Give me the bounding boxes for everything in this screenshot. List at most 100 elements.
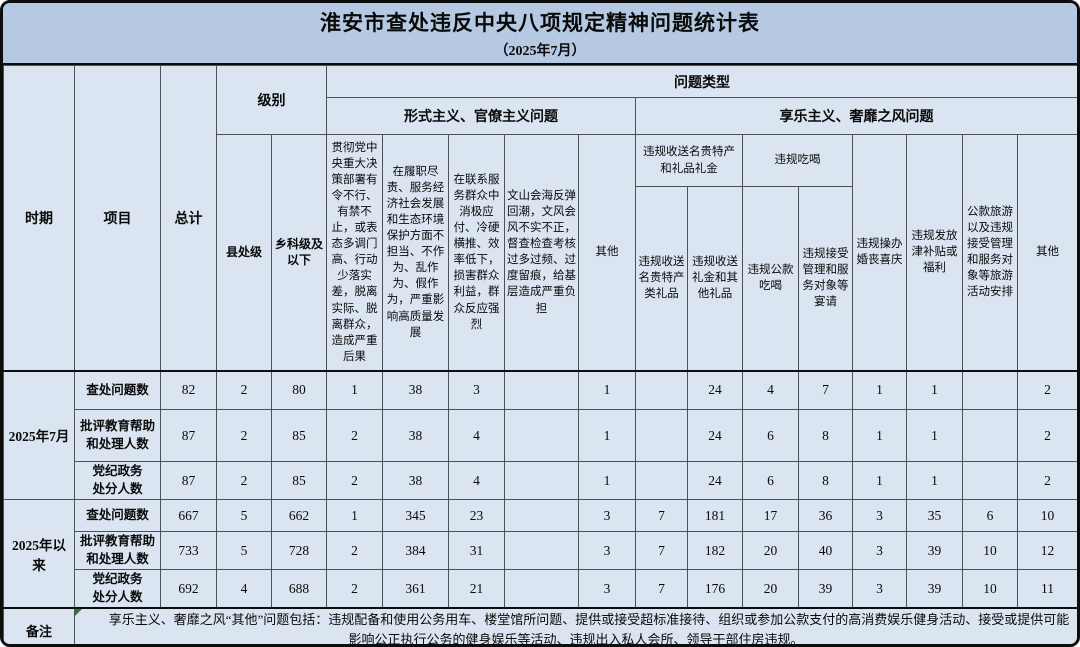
- data-cell: 3: [852, 531, 907, 570]
- data-cell: 2: [216, 409, 272, 462]
- header-formalism-col-3: 在联系服务群众中消极应付、冷硬横推、效率低下，损害群众利益，群众反应强烈: [448, 134, 505, 371]
- remark-text: 享乐主义、奢靡之风“其他”问题包括：违规配备和使用公务用车、楼堂馆所问题、提供或…: [108, 612, 1070, 647]
- data-cell: 8: [798, 409, 853, 462]
- header-level-group: 级别: [216, 65, 327, 135]
- header-hedonism-group: 享乐主义、奢靡之风问题: [634, 97, 1077, 135]
- data-cell: 667: [160, 499, 217, 532]
- period-cell: 2025年以来: [3, 499, 75, 609]
- data-cell: 85: [271, 461, 327, 500]
- data-cell: [635, 409, 688, 462]
- data-cell: 6: [742, 461, 799, 500]
- data-cell: 24: [687, 369, 743, 410]
- data-cell: 38: [382, 409, 449, 462]
- data-cell: 35: [906, 499, 963, 532]
- data-cell: [962, 409, 1018, 462]
- data-cell: 181: [687, 499, 743, 532]
- data-cell: 39: [798, 569, 853, 609]
- data-cell: 4: [216, 569, 272, 609]
- data-cell: 31: [448, 531, 505, 570]
- data-cell: 5: [216, 531, 272, 570]
- data-cell: [504, 409, 579, 462]
- data-cell: 1: [852, 409, 907, 462]
- row-label: 党纪政务 处分人数: [74, 461, 161, 500]
- data-cell: 2: [1016, 409, 1077, 462]
- header-level-township: 乡科级及以下: [271, 134, 327, 371]
- header-formalism-col-2: 在履职尽责、服务经济社会发展和生态环境保护方面不担当、不作为、乱作为、假作为，严…: [382, 134, 449, 371]
- data-cell: 1: [326, 499, 383, 532]
- data-cell: 7: [635, 569, 688, 609]
- header-weddings-funerals: 违规操办婚丧喜庆: [852, 134, 907, 371]
- data-cell: 2: [326, 531, 383, 570]
- data-cell: 87: [160, 409, 217, 462]
- cell-flag-triangle-icon: [75, 609, 82, 616]
- table-row: 批评教育帮助 和处理人数 733 5 728 2 384 31 3 7 182 …: [4, 531, 1077, 570]
- row-label: 查处问题数: [74, 499, 161, 532]
- data-cell: [504, 531, 579, 570]
- data-cell: 4: [448, 461, 505, 500]
- data-cell: 2: [1016, 461, 1077, 500]
- remark-label: 备注: [3, 607, 75, 644]
- data-cell: [635, 461, 688, 500]
- header-subsidies-welfare: 违规发放津补贴或福利: [906, 134, 963, 371]
- row-label: 批评教育帮助 和处理人数: [74, 531, 161, 570]
- data-cell: 38: [382, 369, 449, 410]
- data-cell: [504, 461, 579, 500]
- data-cell: 3: [852, 499, 907, 532]
- data-cell: 6: [742, 409, 799, 462]
- data-cell: 692: [160, 569, 217, 609]
- data-cell: 20: [742, 569, 799, 609]
- header-level-county: 县处级: [216, 134, 272, 371]
- data-cell: 1: [906, 461, 963, 500]
- data-cell: 36: [798, 499, 853, 532]
- data-cell: 87: [160, 461, 217, 500]
- data-cell: 85: [271, 409, 327, 462]
- data-cell: [635, 369, 688, 410]
- header-period: 时期: [3, 65, 75, 371]
- header-formalism-group: 形式主义、官僚主义问题: [326, 97, 636, 135]
- header-formalism-col-1: 贯彻党中央重大决策部署有令不行、有禁不止，或表态多调门高、行动少落实差，脱离实际…: [326, 134, 383, 371]
- data-cell: 4: [742, 369, 799, 410]
- data-cell: 1: [906, 369, 963, 410]
- data-cell: 39: [906, 569, 963, 609]
- header-public-funded-travel: 公款旅游以及违规接受管理和服务对象等旅游活动安排: [962, 134, 1018, 371]
- title-band: 淮安市查处违反中央八项规定精神问题统计表 （2025年7月）: [3, 3, 1077, 65]
- data-cell: 2: [326, 569, 383, 609]
- header-dining-public-funds: 违规公款吃喝: [742, 186, 799, 371]
- header-gifts-cash: 违规收送礼金和其他礼品: [687, 186, 743, 371]
- data-cell: 20: [742, 531, 799, 570]
- page-subtitle: （2025年7月）: [494, 43, 586, 59]
- row-label: 党纪政务 处分人数: [74, 569, 161, 609]
- row-label: 查处问题数: [74, 369, 161, 410]
- data-cell: 662: [271, 499, 327, 532]
- data-cell: 384: [382, 531, 449, 570]
- header-problem-type: 问题类型: [325, 65, 1077, 98]
- data-cell: 82: [160, 369, 217, 410]
- header-total: 总计: [160, 65, 217, 371]
- table-row: 批评教育帮助 和处理人数 87 2 85 2 38 4 1 24 6 8 1 1…: [4, 409, 1077, 462]
- data-cell: 10: [962, 531, 1018, 570]
- data-cell: 1: [906, 409, 963, 462]
- data-cell: 2: [326, 409, 383, 462]
- table-row: 党纪政务 处分人数 692 4 688 2 361 21 3 7 176 20 …: [4, 569, 1077, 609]
- table-row: 2025年以来 查处问题数 667 5 662 1 345 23 3 7 181…: [3, 499, 1077, 609]
- data-cell: 7: [798, 369, 853, 410]
- data-cell: 3: [448, 369, 505, 410]
- remark-row: 备注 享乐主义、奢靡之风“其他”问题包括：违规配备和使用公务用车、楼堂馆所问题、…: [3, 607, 1077, 647]
- data-cell: 38: [382, 461, 449, 500]
- statistics-table: 时期 项目 总计 级别 问题类型 形式主义、官僚主义问题 享乐主义、奢靡之风问题…: [3, 65, 1077, 647]
- data-cell: [962, 369, 1018, 410]
- data-cell: 1: [578, 369, 636, 410]
- data-cell: 1: [852, 369, 907, 410]
- data-cell: 2: [216, 461, 272, 500]
- data-cell: 24: [687, 461, 743, 500]
- data-cell: 1: [326, 369, 383, 410]
- header-dining-group: 违规吃喝: [742, 134, 853, 187]
- header-formalism-col-4: 文山会海反弹回潮，文风会风不实不正，督查检查考核过多过频、过度留痕，给基层造成严…: [504, 134, 579, 371]
- data-cell: [962, 461, 1018, 500]
- data-cell: 23: [448, 499, 505, 532]
- data-cell: 8: [798, 461, 853, 500]
- header-gifts-group: 违规收送名贵特产和礼品礼金: [635, 134, 743, 187]
- data-cell: 2: [326, 461, 383, 500]
- data-cell: 80: [271, 369, 327, 410]
